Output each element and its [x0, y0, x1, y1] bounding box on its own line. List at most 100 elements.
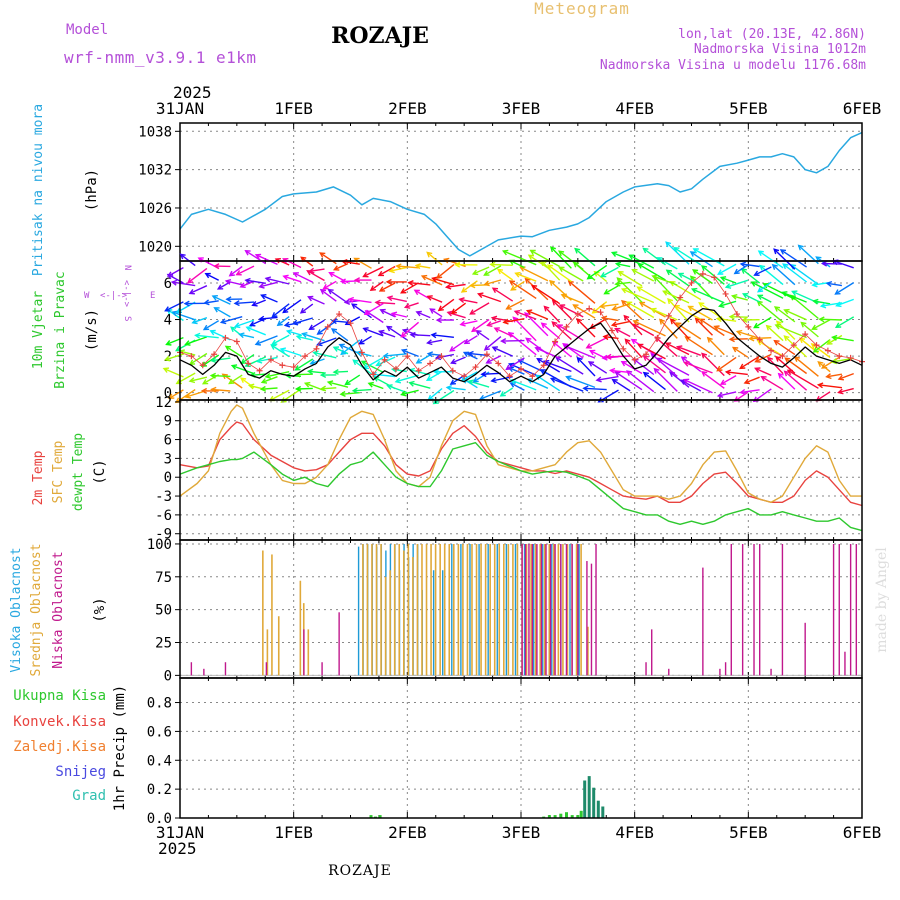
compass-e: E — [150, 291, 155, 301]
wind-arrow — [172, 281, 196, 287]
precip-bar — [553, 815, 557, 818]
wind-arrow — [530, 249, 561, 268]
precip-panel: 0.0 0.2 0.4 0.6 0.8 — [147, 677, 863, 827]
wind-arrowhead — [724, 369, 732, 376]
legend-frz: Zaledj.Kisa — [13, 739, 106, 755]
wind-arrow — [616, 263, 631, 268]
wind-arrowhead — [637, 343, 644, 349]
y-tick-label: 0 — [164, 668, 172, 684]
wind-arrowhead — [582, 385, 589, 392]
wind-arrowhead — [344, 379, 351, 386]
wind-arrow — [536, 374, 561, 392]
wind-arrowhead — [358, 339, 365, 345]
wind-arrowhead — [306, 368, 314, 375]
wind-arrow — [476, 330, 490, 341]
wind-arrowhead — [244, 250, 251, 256]
wind-arrow — [468, 380, 490, 388]
wind-arrow — [717, 263, 737, 275]
wind-arrow — [321, 387, 337, 390]
wind-arrows — [162, 241, 855, 405]
wind-arrowhead — [219, 318, 227, 325]
wind-arrowhead — [437, 305, 444, 312]
wind-arrowhead — [530, 284, 538, 291]
wind-arrowhead — [291, 319, 299, 326]
wind-arrowhead — [574, 247, 581, 254]
wind-arrowhead — [728, 313, 735, 320]
wind-arrow — [737, 330, 760, 339]
wind-arrowhead — [433, 368, 440, 375]
wind-arrow — [775, 324, 807, 339]
wind-arrowhead — [409, 331, 416, 338]
wind-arrowhead — [385, 278, 392, 285]
wind-arrow — [761, 376, 784, 391]
wind-arrow — [535, 347, 560, 359]
wind-arrowhead — [319, 385, 327, 392]
wind-arrow — [211, 374, 231, 378]
wind-arrowhead — [382, 352, 389, 359]
wind-arrowhead — [739, 261, 747, 268]
y-tick-label: 6 — [164, 433, 172, 449]
wind-arrow — [690, 251, 713, 268]
wind-arrowhead — [739, 363, 746, 370]
wind-arrow — [296, 335, 313, 341]
wind-arrow — [757, 294, 772, 303]
wind-arrowhead — [328, 272, 335, 278]
wind-arrowhead — [238, 332, 245, 339]
wind-arrow — [309, 268, 325, 272]
wind-arrowhead — [249, 320, 256, 327]
wind-arrowhead — [534, 346, 541, 353]
wind-arrowhead — [543, 305, 550, 312]
wind-arrowhead — [587, 361, 595, 367]
wind-arrow — [759, 265, 784, 286]
wind-arrowhead — [551, 321, 558, 328]
wind-arrowhead — [270, 344, 277, 350]
wind-arrowhead — [449, 346, 456, 352]
model-label: Model — [66, 22, 108, 38]
wind-arrow — [559, 304, 584, 318]
wind-arrowhead — [620, 287, 628, 294]
wind-arrowhead — [414, 263, 422, 270]
wind-speed-line — [179, 307, 863, 383]
wind-arrow — [610, 369, 631, 374]
wind-arrow — [566, 376, 596, 389]
coords-text: lon,lat (20.13E, 42.86N) — [678, 27, 866, 42]
temp-ylabel-dewpt: dewpt Temp — [71, 433, 86, 511]
wind-arrow — [665, 342, 690, 356]
wind-arrow — [835, 282, 855, 295]
wind-arrow — [512, 316, 537, 342]
wind-arrow — [541, 322, 561, 340]
wind-arrowhead — [754, 357, 761, 363]
wind-arrowhead — [667, 298, 674, 305]
wind-arrow — [308, 296, 325, 305]
wind-arrow — [758, 250, 784, 269]
wind-arrowhead — [374, 299, 381, 306]
wind-arrow — [265, 371, 290, 378]
wind-arrow — [240, 280, 255, 288]
panel-frame — [179, 677, 863, 819]
wind-arrowhead — [258, 315, 265, 322]
wind-arrowhead — [355, 350, 363, 357]
wind-arrowhead — [700, 265, 708, 271]
wind-arrow — [300, 303, 314, 314]
wind-arrow — [342, 260, 360, 265]
wind-arrowhead — [194, 332, 201, 339]
wind-arrow — [378, 265, 396, 277]
wind-arrow — [201, 354, 220, 367]
wind-arrowhead — [834, 289, 841, 295]
wind-arrowhead — [430, 332, 437, 339]
wind-arrow — [740, 389, 760, 394]
wind-arrow — [588, 361, 608, 374]
wind-arrowhead — [282, 274, 289, 281]
y-tick-label: 1038 — [138, 124, 172, 140]
wind-arrow — [780, 249, 807, 268]
wind-arrow — [784, 370, 808, 391]
wind-arrowhead — [316, 329, 323, 335]
wind-arrow — [701, 265, 725, 285]
wind-arrow — [275, 258, 290, 266]
wind-arrow — [615, 328, 631, 338]
bottom-tick-label: 5FEB — [729, 823, 768, 842]
wind-arrowhead — [322, 283, 329, 290]
wind-arrow — [261, 376, 278, 384]
wind-arrow — [363, 266, 384, 278]
wind-arrow — [203, 320, 220, 331]
